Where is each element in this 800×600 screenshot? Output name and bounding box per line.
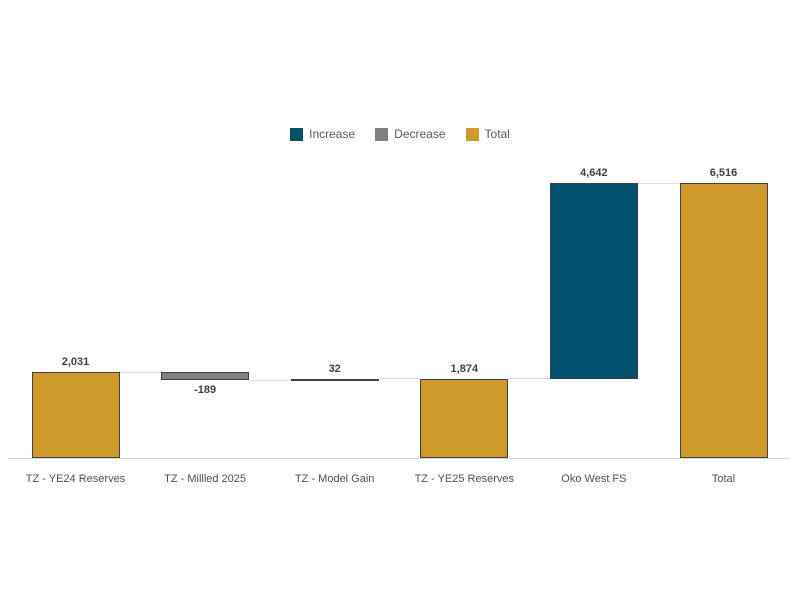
category-label: TZ - YE24 Reserves (25, 473, 126, 485)
category-label: TZ - Model Gain (294, 473, 375, 485)
legend-item-total[interactable]: Total (465, 127, 510, 141)
category-label: Total (711, 473, 736, 485)
x-axis-line (8, 458, 790, 459)
legend-label-increase: Increase (309, 127, 356, 141)
bar-oko-west-fs[interactable] (549, 183, 638, 379)
legend-item-increase[interactable]: Increase (290, 127, 355, 141)
connector-line (249, 379, 291, 381)
value-label: -189 (194, 384, 217, 397)
decrease-swatch-icon (375, 127, 389, 141)
value-label: 4,642 (580, 167, 608, 179)
connector-line (508, 378, 550, 380)
value-label: 1,874 (450, 362, 479, 375)
bar-tz-ye24-reserves[interactable] (31, 372, 120, 458)
total-swatch-icon (465, 127, 479, 141)
value-label: 2,031 (61, 356, 90, 369)
legend-label-decrease: Decrease (394, 127, 446, 141)
connector-line (119, 371, 162, 373)
category-label: TZ - Millled 2025 (164, 473, 247, 485)
increase-swatch-icon (290, 127, 304, 141)
bar-tz-millled-2025[interactable] (161, 372, 250, 381)
bar-tz-ye25-reserves[interactable] (420, 378, 509, 458)
bar-tz-model-gain[interactable] (290, 378, 379, 381)
connector-line (637, 182, 680, 184)
bar-total[interactable] (679, 183, 768, 458)
category-label: Oko West FS (561, 473, 627, 485)
value-label: 6,516 (709, 167, 738, 179)
value-label: 32 (328, 362, 341, 375)
legend-label-total: Total (484, 127, 510, 141)
connector-line (378, 378, 421, 380)
chart-legend: Increase Decrease Total (0, 124, 800, 144)
category-label: TZ - YE25 Reserves (414, 473, 515, 485)
legend-item-decrease[interactable]: Decrease (375, 127, 446, 141)
